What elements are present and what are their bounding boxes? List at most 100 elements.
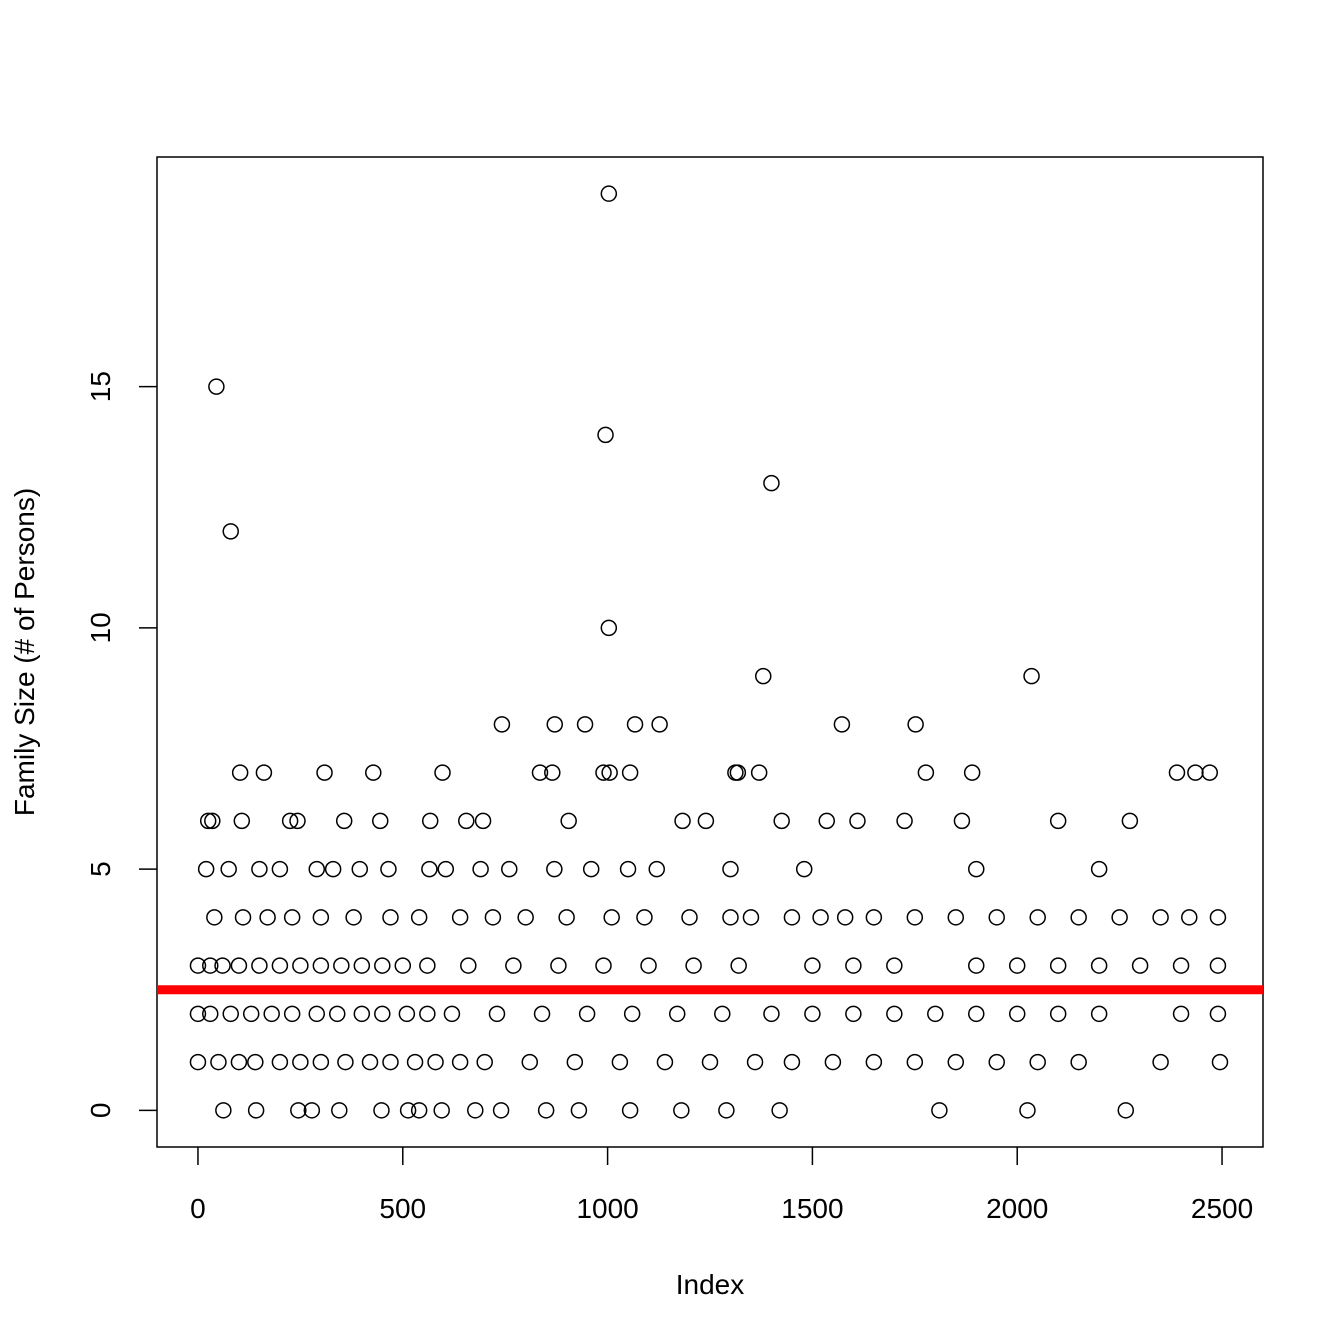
point [640, 957, 657, 974]
y-axis-label: Family Size (# of Persons) [9, 488, 40, 816]
point [1211, 1053, 1229, 1071]
x-tick-label: 500 [379, 1193, 426, 1224]
point [558, 909, 575, 926]
point [316, 764, 333, 781]
point [968, 957, 985, 974]
point [656, 1053, 674, 1071]
point [701, 1053, 719, 1071]
point [328, 1005, 346, 1023]
point [210, 1053, 227, 1071]
point [281, 812, 299, 830]
point [947, 909, 965, 926]
point [474, 812, 492, 830]
point [845, 957, 862, 974]
point [259, 909, 276, 926]
point [546, 860, 563, 878]
point [419, 1005, 436, 1023]
point [312, 909, 330, 926]
point [289, 812, 306, 830]
point [308, 1005, 326, 1023]
point [197, 860, 215, 878]
point [394, 957, 412, 974]
point [1029, 1053, 1046, 1071]
point [374, 1005, 391, 1023]
point [611, 1053, 629, 1071]
point [601, 764, 618, 781]
point [600, 185, 618, 202]
point [231, 764, 249, 781]
point [1152, 1053, 1169, 1071]
point [818, 812, 835, 830]
point [886, 1005, 903, 1023]
point [597, 426, 614, 444]
point [437, 860, 455, 878]
point [419, 957, 436, 974]
point [345, 909, 362, 926]
point [896, 812, 913, 830]
point [619, 860, 637, 878]
point [199, 812, 217, 830]
point [458, 812, 475, 830]
point [681, 909, 698, 926]
point [651, 716, 668, 733]
point [722, 860, 739, 878]
point [1172, 1005, 1190, 1023]
point [603, 909, 620, 926]
point [795, 860, 813, 878]
point [283, 909, 301, 926]
point [907, 716, 924, 733]
point [595, 764, 612, 781]
point [467, 1102, 484, 1119]
point [1049, 812, 1067, 830]
point [718, 1102, 735, 1119]
point [353, 957, 371, 974]
point [537, 1102, 555, 1119]
point [845, 1005, 862, 1023]
point [582, 860, 600, 878]
point [742, 909, 760, 926]
point [755, 667, 772, 685]
point [1117, 1102, 1135, 1119]
y-tick-label: 5 [85, 861, 116, 877]
point [626, 716, 644, 733]
point [398, 1005, 416, 1023]
point [1008, 1005, 1026, 1023]
point [271, 957, 289, 974]
point [804, 957, 821, 974]
point [484, 909, 502, 926]
point [421, 812, 439, 830]
point [886, 957, 903, 974]
point [1019, 1102, 1036, 1119]
point [263, 1005, 280, 1023]
point [550, 957, 567, 974]
point [234, 909, 252, 926]
point [1209, 909, 1227, 926]
point [206, 909, 223, 926]
point [968, 860, 985, 878]
point [685, 957, 702, 974]
point [492, 1102, 510, 1119]
point [382, 909, 399, 926]
point [399, 1102, 417, 1119]
point [374, 957, 391, 974]
point [505, 957, 522, 974]
point [1023, 667, 1040, 685]
point [451, 1053, 469, 1071]
point [533, 1005, 551, 1023]
point [292, 957, 309, 974]
point [1181, 909, 1198, 926]
point [303, 1102, 321, 1119]
point [308, 860, 326, 878]
point [361, 1053, 379, 1071]
point [771, 1102, 788, 1119]
point [1121, 812, 1139, 830]
point [189, 1053, 207, 1071]
point [750, 764, 768, 781]
point [214, 957, 231, 974]
point [906, 909, 924, 926]
point [906, 1053, 924, 1071]
point [202, 957, 219, 974]
point [763, 1005, 780, 1023]
point [283, 1005, 301, 1023]
point [763, 474, 780, 492]
